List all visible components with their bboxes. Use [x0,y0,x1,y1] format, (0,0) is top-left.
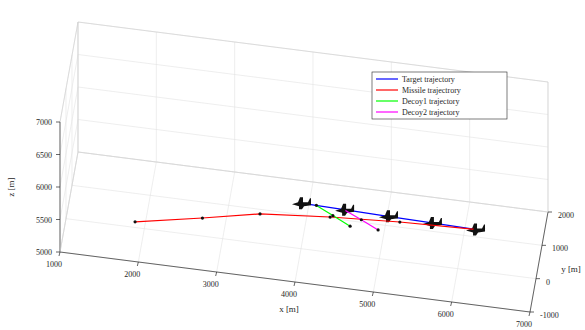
legend-swatch [376,100,398,101]
legend-box [372,72,507,119]
series-line [344,210,378,230]
grid-line [138,162,156,262]
legend-label: Decoy2 trajectory [402,108,460,117]
z-tick [56,252,60,253]
x-tick [529,312,530,316]
x-tick-label: 2000 [124,270,140,279]
legend-swatch [376,89,398,90]
box-edge [60,22,78,122]
point-marker [398,220,401,223]
x-tick-label: 5000 [359,300,375,309]
point-marker [315,204,318,207]
grid-line [452,202,470,302]
box-edge [78,22,79,152]
x-tick [137,262,138,266]
x-tick-label: 7000 [516,320,532,329]
z-tick [56,187,60,188]
axes [56,22,552,316]
box-edge [548,82,549,212]
point-marker [473,228,476,231]
legend-swatch [376,111,398,112]
point-marker [292,197,311,209]
grid-line [373,192,391,292]
grid-line [295,182,313,282]
point-marker [360,218,363,221]
legend-swatch [376,78,398,79]
y-tick [542,245,546,246]
z-axis-label: z [m] [6,177,16,196]
point-marker [258,212,261,215]
x-tick [294,282,295,286]
x-tick [216,272,217,276]
y-axis [530,212,548,312]
grid-line [78,152,548,212]
series-line [316,205,350,226]
x-axis-label: x [m] [279,304,299,314]
x-tick-label: 6000 [438,310,454,319]
z-tick-label: 7000 [36,118,52,127]
y-tick-label: -1000 [540,311,559,320]
point-marker [133,220,136,223]
z-tick-label: 5500 [36,216,52,225]
z-tick-label: 5000 [36,248,52,257]
x-tick-label: 1000 [46,260,62,269]
y-tick [536,278,540,279]
z-tick-label: 6000 [36,183,52,192]
x-tick-label: 4000 [281,290,297,299]
series-line [135,214,475,230]
z-tick [56,122,60,123]
legend-label: Missile trajectrory [402,86,461,95]
box-edge [60,152,78,252]
grid-line [60,120,78,220]
grid-line [530,212,548,312]
x-tick-label: 3000 [203,280,219,289]
x-tick [372,292,373,296]
box-edge [78,152,548,212]
grid-line [217,172,235,272]
y-tick-label: 2000 [558,211,574,220]
y-tick-label: 0 [546,278,550,287]
point-marker [329,215,332,218]
x-tick [59,252,60,256]
point-marker [201,216,204,219]
point-marker [343,208,346,211]
point-marker [423,217,442,229]
point-marker [377,228,380,231]
point-marker [349,225,352,228]
grid-line [60,152,78,252]
grid-line [60,252,530,312]
legend: Target trajectory Missile trajectrory Deco… [372,72,507,119]
grid-line [60,152,78,252]
z-tick [56,219,60,220]
legend-label: Decoy1 trajectory [402,97,460,106]
grid-line [60,55,78,155]
z-tick [56,154,60,155]
grid-line [78,120,548,180]
legend-label: Target trajectory [402,75,455,84]
grid-line [60,87,78,187]
z-tick-label: 6500 [36,151,52,160]
y-axis-label: y [m] [561,264,581,274]
grid [60,22,548,312]
chart: 1000 2000 3000 4000 5000 6000 7000 -1000 0 1000 20… [0,0,585,330]
grid-line [78,152,548,212]
x-tick [451,302,452,306]
y-tick [548,212,552,213]
y-tick-label: 1000 [552,244,568,253]
data [133,197,485,235]
grid-line [60,22,78,122]
point-marker [331,214,334,217]
y-tick [530,312,534,313]
point-marker [466,223,485,235]
grid-line [72,185,542,245]
x-axis [60,252,530,312]
